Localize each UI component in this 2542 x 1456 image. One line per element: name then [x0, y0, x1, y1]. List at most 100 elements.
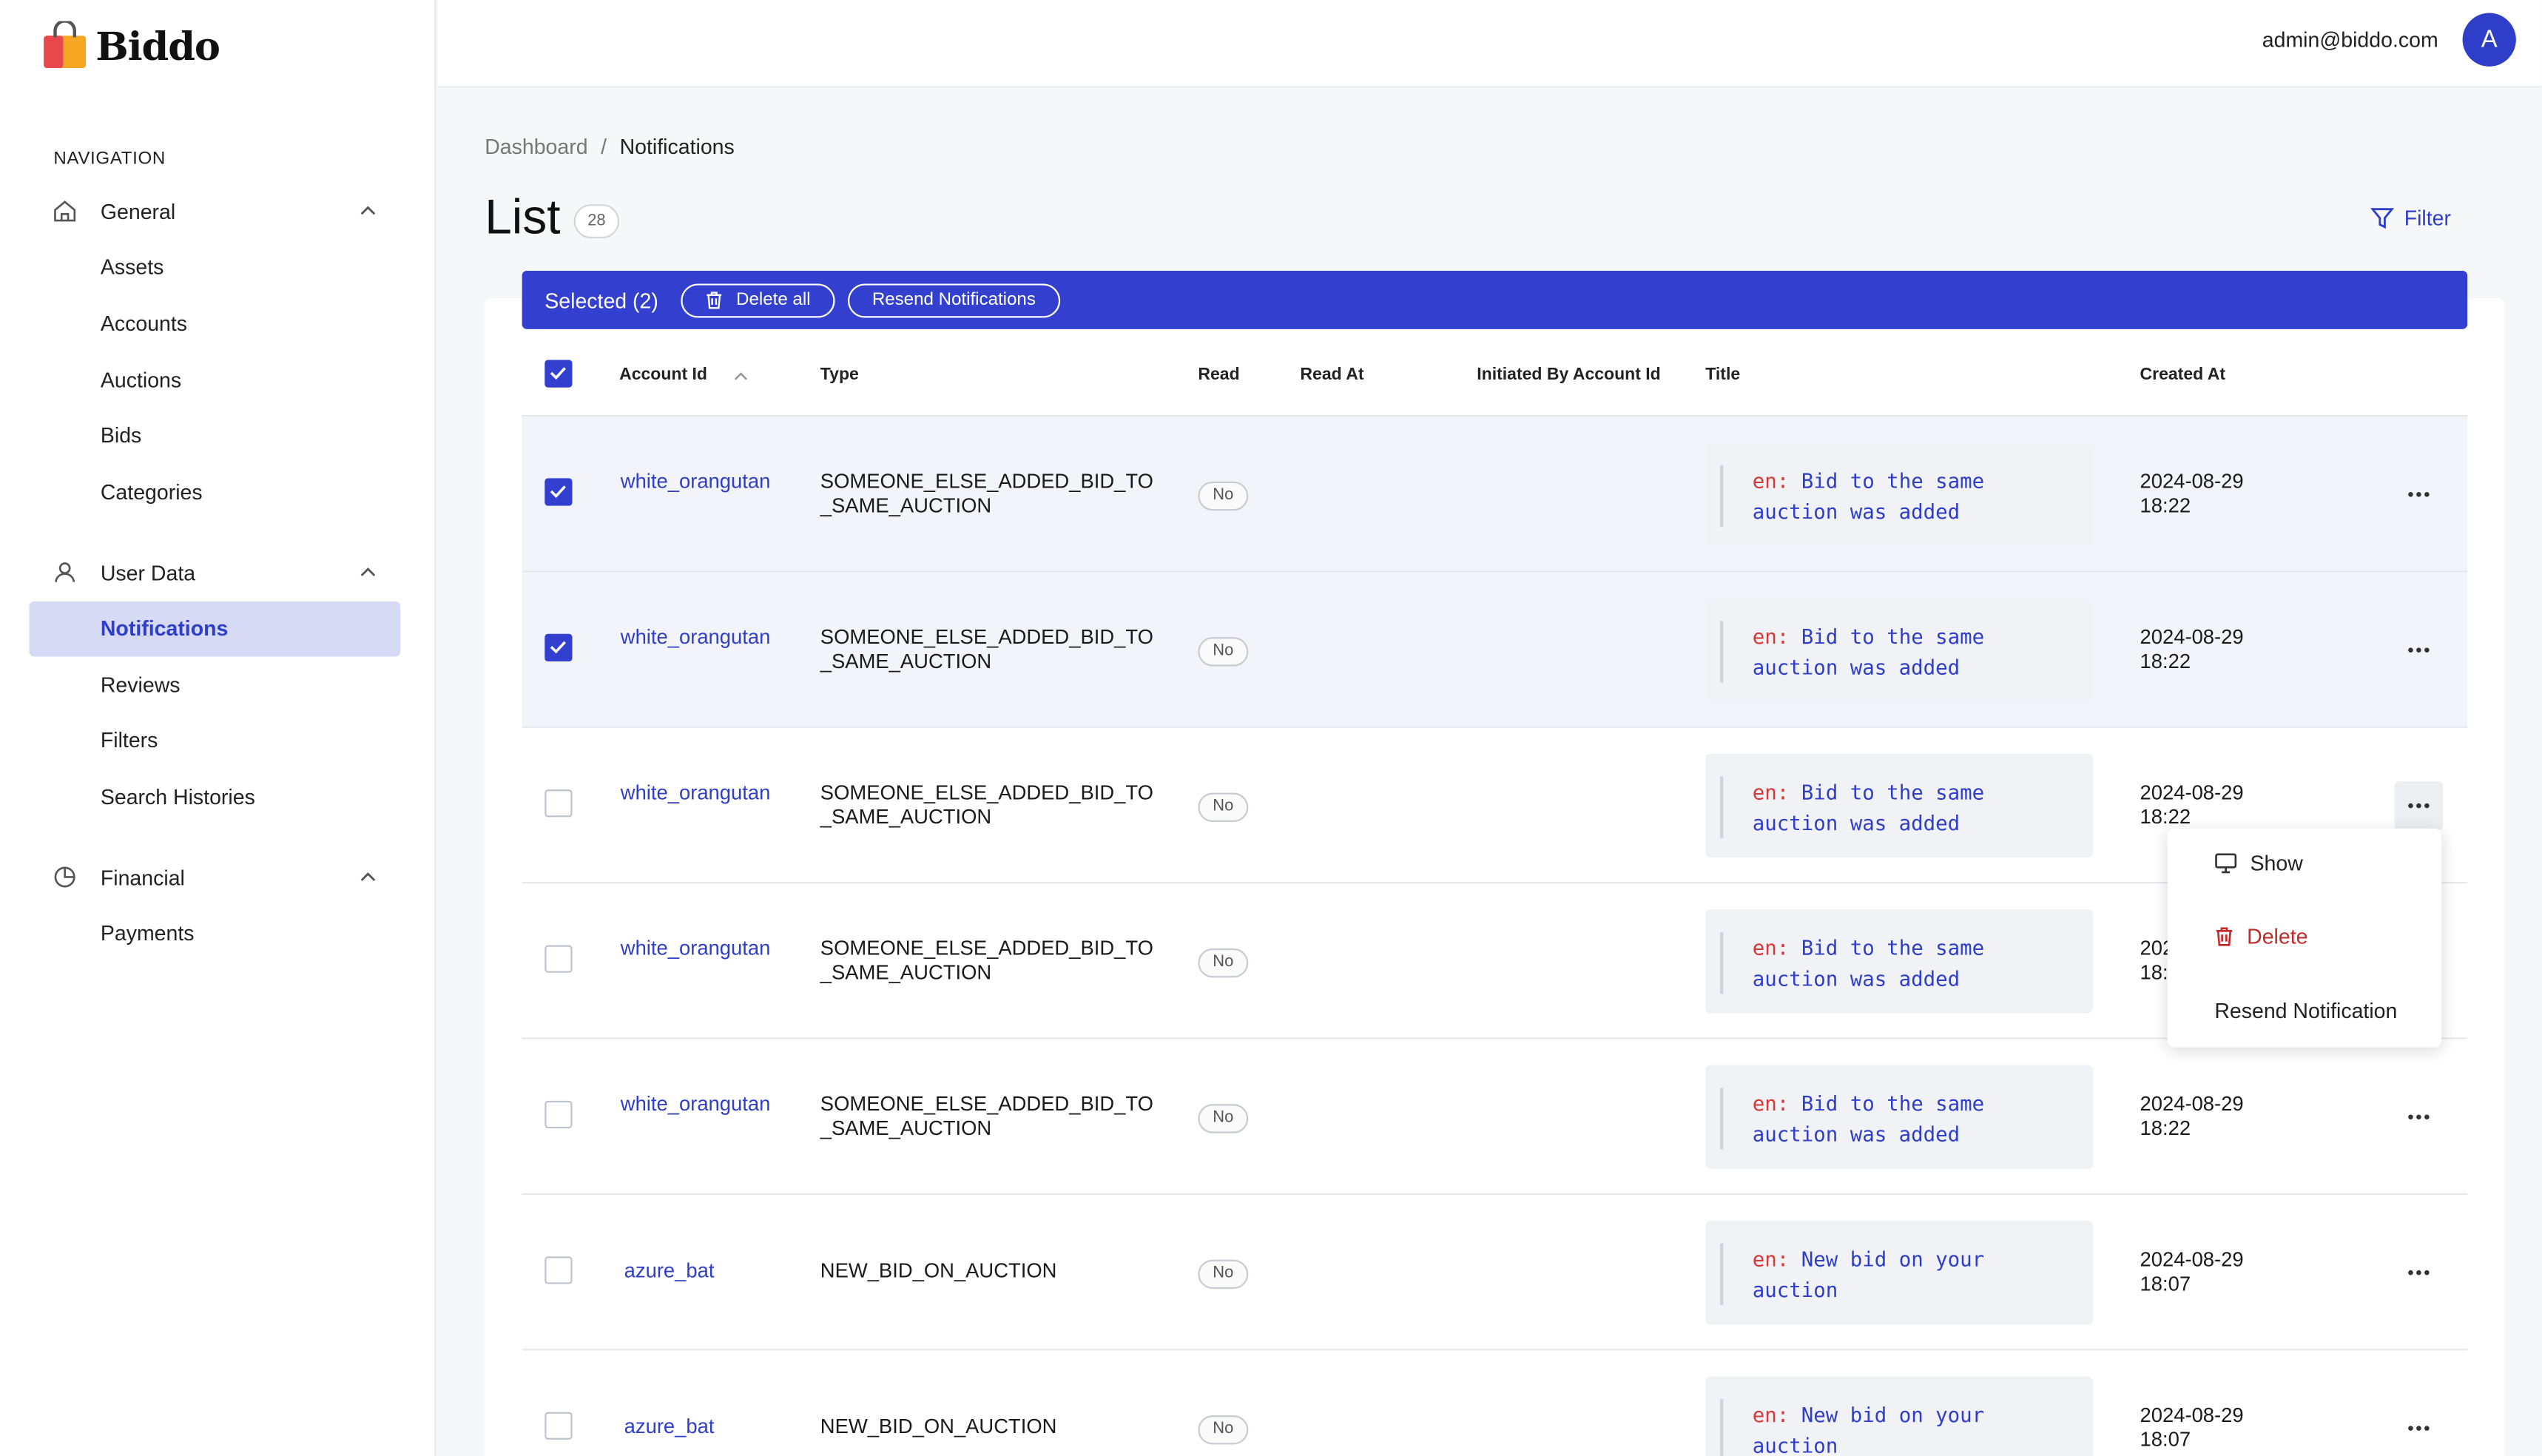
column-header-title[interactable]: Title [1705, 365, 1741, 385]
sidebar-item-filters[interactable]: Filters [100, 727, 158, 752]
column-header-read[interactable]: Read [1198, 365, 1240, 385]
chevron-up-icon [358, 201, 377, 226]
column-header-type[interactable]: Type [820, 365, 859, 385]
title-value: New bid on your auction [1752, 1402, 1997, 1456]
sidebar-item-payments[interactable]: Payments [100, 920, 195, 946]
chevron-up-icon [358, 867, 377, 892]
menu-item-label: Delete [2247, 924, 2308, 948]
created-time: 18:22 [2140, 650, 2191, 673]
table-row[interactable]: azure_bat NEW_BID_ON_AUCTION No en: New bid… [522, 1350, 2468, 1456]
title-text: en: New bid on your auction [1753, 1244, 2077, 1305]
column-header-account-id[interactable]: Account Id [619, 365, 707, 385]
avatar[interactable]: A [2462, 13, 2516, 67]
table-row[interactable]: white_orangutan SOMEONE_ELSE_ADDED_BID_TO… [522, 1039, 2468, 1195]
row-actions-button[interactable] [2395, 1248, 2444, 1297]
row-checkbox[interactable] [545, 945, 573, 973]
account-id-link[interactable]: white_orangutan [620, 470, 771, 493]
menu-item-label: Resend Notification [2214, 998, 2398, 1023]
row-actions-button[interactable] [2395, 470, 2444, 519]
quote-bar [1719, 621, 1724, 683]
read-status-badge: No [1198, 948, 1249, 978]
read-status-badge: No [1198, 1259, 1249, 1290]
quote-bar [1719, 776, 1724, 838]
checkmark-icon [550, 485, 566, 499]
sidebar-group-label: General [100, 198, 176, 223]
row-actions-button[interactable] [2394, 781, 2444, 830]
page-title: List [485, 191, 561, 245]
sidebar-item-notifications[interactable]: Notifications [29, 601, 401, 657]
column-header-created-at[interactable]: Created At [2140, 365, 2226, 385]
brand-logo[interactable]: Biddo [41, 21, 220, 70]
select-all-checkbox[interactable] [545, 360, 573, 388]
home-icon [53, 200, 76, 223]
column-header-read-at[interactable]: Read At [1300, 365, 1364, 385]
menu-item-resend-notification[interactable]: Resend Notification [2214, 999, 2397, 1023]
account-id-link[interactable]: white_orangutan [620, 1092, 771, 1116]
created-time: 18:07 [2140, 1273, 2191, 1295]
row-checkbox[interactable] [545, 1100, 573, 1129]
row-action-menu: Show Delete Resend Notification [2167, 828, 2442, 1048]
more-horizontal-icon [2408, 492, 2430, 497]
notification-type: NEW_BID_ON_AUCTION [820, 1259, 1057, 1283]
row-actions-button[interactable] [2395, 1093, 2444, 1142]
sidebar-item-accounts[interactable]: Accounts [100, 311, 188, 336]
sidebar-item-reviews[interactable]: Reviews [100, 673, 181, 698]
account-id-link[interactable]: azure_bat [624, 1415, 715, 1438]
notification-type: SOMEONE_ELSE_ADDED_BID_TO_SAME_AUCTION [820, 470, 1153, 518]
title-text: en: New bid on your auction [1752, 1399, 2077, 1456]
created-time: 18:22 [2140, 494, 2191, 518]
table-row[interactable]: azure_bat NEW_BID_ON_AUCTION No en: New bid… [522, 1194, 2468, 1351]
menu-item-delete[interactable]: Delete [2214, 924, 2307, 948]
user-icon [53, 561, 76, 584]
breadcrumb-dashboard-link[interactable]: Dashboard [485, 134, 588, 159]
row-actions-button[interactable] [2395, 1404, 2444, 1453]
delete-all-button[interactable]: Delete all [681, 283, 835, 317]
read-status-badge: No [1198, 792, 1249, 822]
account-id-link[interactable]: white_orangutan [620, 937, 771, 960]
menu-item-show[interactable]: Show [2214, 851, 2303, 875]
title-text: en: Bid to the same auction was added [1753, 621, 2077, 682]
row-checkbox[interactable] [545, 1412, 573, 1440]
checkmark-icon [550, 641, 566, 654]
sidebar-group-general[interactable]: General [53, 192, 377, 231]
read-status-badge: No [1198, 1415, 1249, 1445]
delete-all-label: Delete all [736, 290, 811, 310]
sidebar-item-categories[interactable]: Categories [100, 479, 203, 505]
sidebar-item-search-histories[interactable]: Search Histories [100, 784, 255, 809]
table-row[interactable]: white_orangutan SOMEONE_ELSE_ADDED_BID_TO… [522, 727, 2468, 884]
account-id-link[interactable]: white_orangutan [620, 781, 771, 804]
title-value: New bid on your auction [1752, 1247, 1997, 1302]
row-checkbox[interactable] [545, 1256, 573, 1284]
read-status-badge: No [1198, 1104, 1249, 1133]
shopping-bag-icon [44, 21, 87, 69]
table-row[interactable]: white_orangutan SOMEONE_ELSE_ADDED_BID_TO… [522, 883, 2468, 1039]
sidebar-group-user-data[interactable]: User Data [53, 553, 377, 592]
title-translation-block: en: Bid to the same auction was added [1705, 753, 2093, 858]
sort-ascending-icon[interactable] [732, 363, 749, 392]
total-count-badge: 28 [573, 204, 620, 239]
created-at: 2024-08-29 18:07 [2140, 1248, 2244, 1297]
filter-button[interactable]: Filter [2370, 206, 2451, 230]
title-translation-block: en: New bid on your auction [1705, 1376, 2093, 1456]
title-lang-key: en: [1752, 780, 1790, 804]
account-id-link[interactable]: azure_bat [624, 1259, 715, 1283]
sidebar-group-financial[interactable]: Financial [53, 857, 377, 897]
row-checkbox[interactable] [545, 633, 573, 662]
monitor-icon [2215, 853, 2237, 874]
column-header-initiated-by[interactable]: Initiated By Account Id [1477, 365, 1661, 385]
row-checkbox[interactable] [545, 789, 573, 818]
row-checkbox[interactable] [545, 478, 573, 506]
sidebar-item-assets[interactable]: Assets [100, 255, 164, 279]
title-lang-key: en: [1752, 468, 1790, 493]
table-row[interactable]: white_orangutan SOMEONE_ELSE_ADDED_BID_TO… [522, 572, 2468, 728]
sidebar-item-auctions[interactable]: Auctions [100, 368, 182, 393]
table-row[interactable]: white_orangutan SOMEONE_ELSE_ADDED_BID_TO… [522, 417, 2468, 573]
row-actions-button[interactable] [2395, 626, 2444, 675]
account-id-link[interactable]: white_orangutan [620, 625, 771, 649]
sidebar-item-bids[interactable]: Bids [100, 422, 142, 448]
resend-notifications-button[interactable]: Resend Notifications [847, 283, 1060, 317]
title-translation-block: en: Bid to the same auction was added [1705, 598, 2093, 702]
title-lang-key: en: [1752, 1091, 1790, 1116]
